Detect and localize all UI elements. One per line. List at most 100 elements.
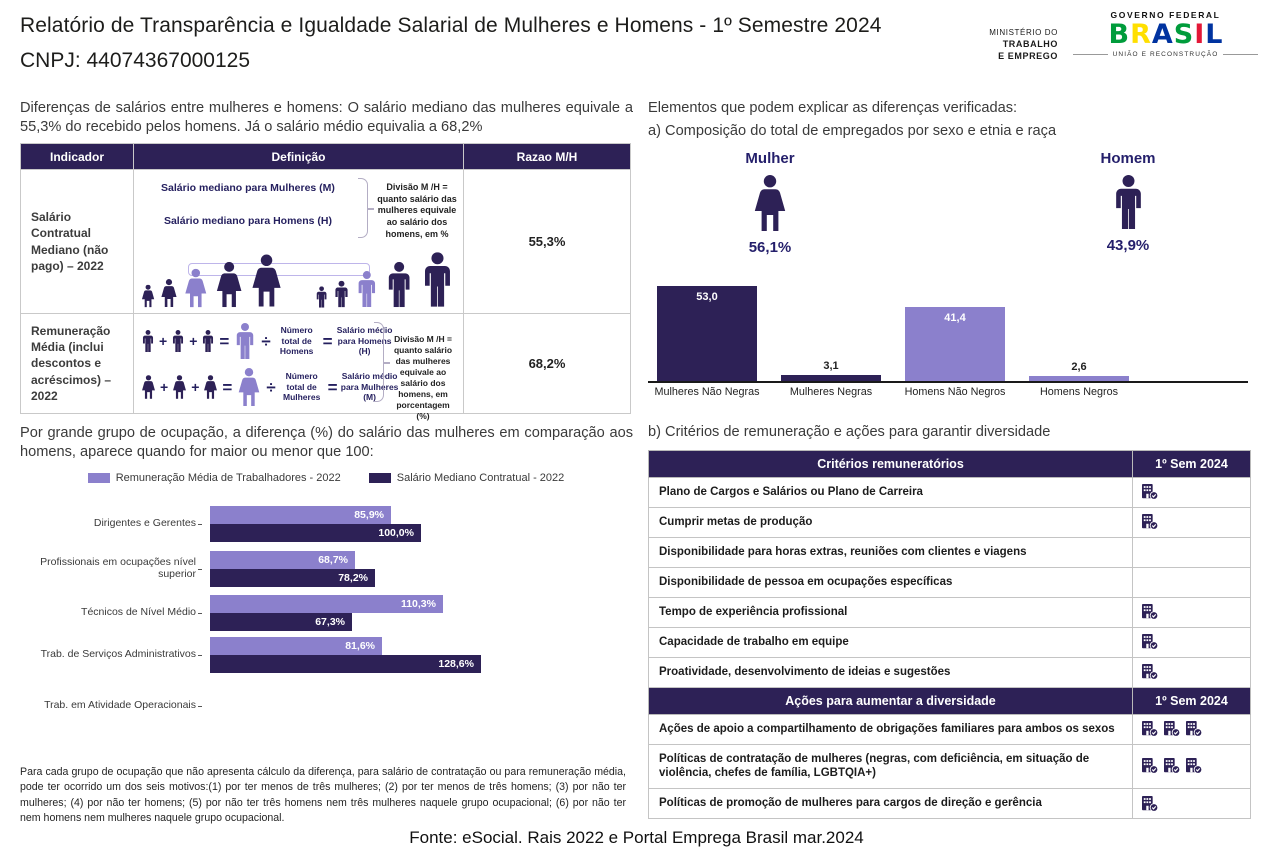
criteria-label: Ações de apoio a compartilhamento de obr… (648, 713, 1133, 745)
bar-category-label: Mulheres Não Negras (654, 386, 760, 398)
male-figure-icon (140, 330, 156, 352)
gender-block-homem: Homem 43,9% (1048, 150, 1208, 254)
brasil-letter: B (1108, 19, 1130, 50)
male-figure-icon (170, 330, 186, 352)
company-check-icon (1141, 721, 1159, 737)
criteria-row: Capacidade de trabalho em equipe (648, 626, 1251, 658)
criteria-marks (1132, 656, 1251, 688)
occupation-category-label: Trab. de Serviços Administrativos (20, 637, 202, 673)
occupation-row: Dirigentes e Gerentes 85,9% 100,0% (20, 506, 632, 542)
occupation-bar: 110,3% (210, 595, 443, 613)
brasil-letter: A (1151, 19, 1173, 50)
criteria-label: Capacidade de trabalho em equipe (648, 626, 1133, 658)
occupation-bar: 67,3% (210, 613, 352, 631)
section-a-title: a) Composição do total de empregados por… (648, 123, 1057, 139)
division-note: Divisão M /H = quanto salário das mulher… (393, 334, 453, 422)
women-avg-salary-label: Salário médio para Mulheres (M) (340, 371, 399, 403)
criteria-marks (1132, 596, 1251, 628)
criteria-row: Disponibilidade de pessoa em ocupações e… (648, 566, 1251, 598)
criteria-period-header: 1º Sem 2024 (1132, 450, 1251, 478)
occupation-paragraph: Por grande grupo de ocupação, a diferenç… (20, 425, 633, 461)
criteria-marks (1132, 713, 1251, 745)
ministry-line: E EMPREGO (998, 51, 1058, 61)
company-check-icon (1163, 721, 1181, 737)
criteria-label: Disponibilidade para horas extras, reuni… (648, 536, 1133, 568)
company-check-icon (1141, 664, 1159, 680)
bar-category-label: Homens Negros (1039, 386, 1118, 398)
legend-label: Remuneração Média de Trabalhadores - 202… (115, 472, 341, 484)
composition-category-axis: Mulheres Não Negras Mulheres Negras Homens… (648, 386, 1248, 404)
female-figure-icon (248, 253, 285, 308)
male-figure-icon (1109, 175, 1148, 229)
footnote-text: Para cada grupo de ocupação que não apre… (20, 766, 626, 825)
criteria-row: Ações de apoio a compartilhamento de obr… (648, 713, 1251, 745)
female-figure-icon (750, 175, 790, 231)
criteria-row: Disponibilidade para horas extras, reuni… (648, 536, 1251, 568)
equals-operator: = (322, 331, 333, 351)
bar-category-label: Mulheres Negras (789, 386, 873, 398)
plus-operator: + (160, 379, 169, 395)
criteria-marks (1132, 743, 1251, 790)
plus-operator: + (159, 333, 168, 349)
company-check-icon (1141, 796, 1159, 812)
criteria-marks (1132, 626, 1251, 658)
indicator-table: Indicador Definição Razao M/H Salário Co… (20, 143, 631, 421)
division-note: Divisão M /H = quanto salário das mulher… (377, 182, 457, 239)
plus-operator: + (189, 333, 198, 349)
criteria-row: Tempo de experiência profissional (648, 596, 1251, 628)
criteria-label: Tempo de experiência profissional (648, 596, 1133, 628)
bar-value-label: 2,6 (1071, 361, 1087, 373)
gender-block-mulher: Mulher 56,1% (690, 150, 850, 256)
criteria-label: Políticas de promoção de mulheres para c… (648, 788, 1133, 820)
criteria-marks (1132, 536, 1251, 568)
bar-value-label: 3,1 (823, 360, 839, 372)
elements-title: Elementos que podem explicar as diferenç… (648, 100, 1018, 116)
criteria-label: Políticas de contratação de mulheres (ne… (648, 743, 1133, 790)
men-avg-salary-label: Salário médio para Homens (H) (336, 325, 393, 357)
occupation-bar: 78,2% (210, 569, 375, 587)
legend-item-remuneracao: Remuneração Média de Trabalhadores - 202… (87, 472, 341, 484)
col-header-indicador: Indicador (20, 143, 134, 170)
occupation-category-label: Técnicos de Nível Médio (20, 595, 202, 631)
female-median-figure-icon (182, 268, 210, 308)
bar-category-label: Homens Não Negros (904, 386, 1006, 398)
cnpj-label: CNPJ: 44074367000125 (20, 49, 251, 73)
occupation-bar-chart: Dirigentes e Gerentes 85,9% 100,0% Profissi… (20, 506, 632, 726)
median-women-label: Salário mediano para Mulheres (M) (161, 182, 335, 194)
bar-value-label: 41,4 (944, 312, 966, 324)
ministry-logo-text: MINISTÉRIO DO TRABALHO E EMPREGO (989, 28, 1058, 61)
occupation-row: Trab. de Serviços Administrativos 81,6% 12… (20, 637, 632, 673)
criteria-label: Plano de Cargos e Salários ou Plano de C… (648, 477, 1133, 508)
source-footer: Fonte: eSocial. Rais 2022 e Portal Empre… (409, 828, 864, 847)
criteria-table: Critérios remuneratórios 1º Sem 2024 Pla… (648, 450, 1251, 820)
criteria-header: Critérios remuneratórios (648, 450, 1133, 478)
median-connector-outline (188, 263, 370, 276)
ministry-line: TRABALHO (1002, 39, 1058, 49)
criteria-row: Políticas de promoção de mulheres para c… (648, 788, 1251, 820)
composition-bar (905, 307, 1005, 381)
population-figures (140, 250, 457, 308)
company-check-icon (1141, 514, 1159, 530)
criteria-row: Plano de Cargos e Salários ou Plano de C… (648, 477, 1251, 508)
composition-bar (781, 375, 881, 381)
brasil-letter: R (1130, 19, 1151, 50)
women-total-label: Número total de Mulheres (282, 371, 321, 403)
legend-label: Salário Mediano Contratual - 2022 (396, 472, 565, 484)
brasil-letter: L (1205, 19, 1223, 50)
company-check-icon (1185, 758, 1203, 774)
male-figure-icon (200, 330, 216, 352)
male-figure-icon (314, 286, 329, 308)
page-title: Relatório de Transparência e Igualdade S… (20, 14, 882, 37)
legend-item-mediano: Salário Mediano Contratual - 2022 (368, 472, 565, 484)
criteria-label: Disponibilidade de pessoa em ocupações e… (648, 566, 1133, 598)
ratio-value: 55,3% (463, 169, 631, 314)
divide-operator: ÷ (266, 377, 276, 397)
average-definition-diagram: + + = ÷ Número total de Homens = Salário… (133, 313, 464, 421)
legend-swatch-light (87, 473, 110, 483)
criteria-row: Políticas de contratação de mulheres (ne… (648, 743, 1251, 790)
occupation-bar: 68,7% (210, 551, 355, 569)
indicator-name: Salário Contratual Mediano (não pago) – … (20, 169, 134, 314)
mulher-label: Mulher (745, 150, 795, 167)
brasil-letter: I (1194, 19, 1205, 50)
